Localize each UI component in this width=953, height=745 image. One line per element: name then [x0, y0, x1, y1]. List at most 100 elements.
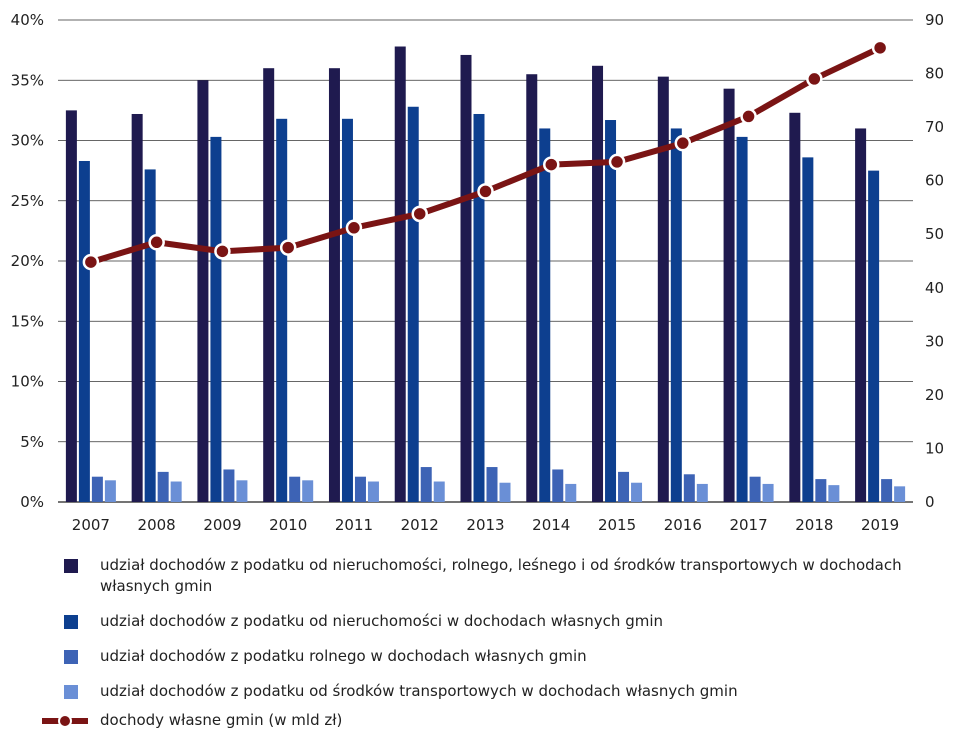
- legend-item: udział dochodów z podatku od nieruchomoś…: [40, 555, 950, 597]
- legend-item: udział dochodów z podatku od nieruchomoś…: [40, 611, 950, 632]
- line-point: [477, 183, 494, 200]
- bar: [236, 480, 248, 502]
- bar: [855, 128, 867, 502]
- bar: [526, 74, 538, 502]
- x-tick-label: 2009: [203, 516, 241, 534]
- bar: [473, 113, 485, 503]
- left-tick-label: 5%: [20, 433, 44, 451]
- bar: [736, 136, 748, 502]
- x-tick-label: 2007: [72, 516, 110, 534]
- legend-label: udział dochodów z podatku od środków tra…: [100, 682, 738, 700]
- line-point: [82, 253, 100, 271]
- bar: [592, 65, 604, 502]
- line-series: [82, 39, 889, 271]
- legend: udział dochodów z podatku od nieruchomoś…: [40, 555, 950, 745]
- bars: [65, 46, 906, 503]
- right-tick-label: 90: [925, 11, 944, 29]
- bar: [894, 486, 906, 502]
- left-tick-label: 15%: [11, 312, 44, 330]
- bar: [407, 106, 419, 502]
- chart: 0% 5% 10% 15% 20% 25% 30% 35% 40% 0 10 20 30 40 50 60 7…: [11, 11, 944, 534]
- bar: [499, 482, 511, 502]
- bar: [749, 476, 761, 502]
- bar: [486, 467, 498, 502]
- bar: [696, 483, 708, 502]
- x-tick-label: 2011: [335, 516, 373, 534]
- bar: [289, 476, 301, 502]
- legend-label: dochody własne gmin (w mld zł): [100, 711, 343, 729]
- x-tick-label: 2012: [401, 516, 439, 534]
- bar: [868, 170, 880, 502]
- right-tick-label: 50: [925, 225, 944, 243]
- bar: [78, 160, 90, 503]
- legend-swatch: [64, 685, 78, 699]
- bar: [420, 467, 432, 502]
- bar: [394, 46, 406, 502]
- bar: [789, 112, 801, 502]
- x-tick-label: 2016: [664, 516, 702, 534]
- bar: [223, 469, 235, 502]
- gridlines: [58, 19, 913, 503]
- bar: [367, 481, 379, 502]
- bar: [157, 471, 169, 502]
- bar: [605, 120, 617, 502]
- legend-swatch: [64, 559, 78, 573]
- bar: [631, 482, 643, 502]
- left-tick-label: 10%: [11, 373, 44, 391]
- legend-swatch: [64, 615, 78, 629]
- right-tick-label: 80: [925, 65, 944, 83]
- x-tick-label: 2014: [532, 516, 570, 534]
- line-point: [608, 153, 626, 171]
- x-tick-label: 2008: [138, 516, 176, 534]
- bar: [802, 157, 814, 502]
- bar: [302, 480, 314, 502]
- line-point: [279, 239, 297, 256]
- line-point: [740, 108, 757, 125]
- bar: [683, 474, 695, 502]
- line-point: [674, 134, 692, 152]
- legend-line-swatch: [42, 714, 88, 728]
- bar: [354, 476, 366, 502]
- bar: [657, 76, 669, 502]
- bar: [828, 485, 840, 502]
- line-point: [871, 39, 889, 57]
- bar: [670, 128, 682, 502]
- x-tick-label: 2019: [861, 516, 899, 534]
- bar: [618, 471, 630, 502]
- line-point: [543, 156, 560, 173]
- right-tick-label: 30: [925, 332, 944, 350]
- bar: [723, 88, 735, 502]
- left-tick-label: 30%: [11, 132, 44, 150]
- legend-item: dochody własne gmin (w mld zł): [40, 710, 950, 731]
- legend-swatch: [64, 650, 78, 664]
- bar: [328, 68, 340, 502]
- left-tick-label: 40%: [11, 11, 44, 29]
- x-tick-label: 2018: [795, 516, 833, 534]
- left-axis-ticks: 0% 5% 10% 15% 20% 25% 30% 35% 40%: [11, 11, 44, 511]
- x-tick-label: 2010: [269, 516, 307, 534]
- legend-label: udział dochodów z podatku od nieruchomoś…: [100, 556, 902, 595]
- x-axis-ticks: 2007 2008 2009 2010 2011 2012 2013 2014 2015 2016…: [72, 516, 899, 534]
- line-point: [214, 243, 231, 260]
- bar: [460, 54, 472, 502]
- line-point: [148, 234, 165, 251]
- line-point: [411, 205, 428, 223]
- bar: [197, 80, 209, 502]
- bar: [762, 483, 774, 502]
- right-tick-label: 70: [925, 118, 944, 136]
- bar: [565, 483, 577, 502]
- left-tick-label: 20%: [11, 252, 44, 270]
- right-tick-label: 10: [925, 439, 944, 457]
- bar: [65, 110, 77, 502]
- bar: [881, 479, 893, 502]
- right-tick-label: 40: [925, 279, 944, 297]
- bar: [131, 113, 143, 503]
- legend-label: udział dochodów z podatku rolnego w doch…: [100, 647, 587, 665]
- line-point: [806, 70, 823, 88]
- bar: [539, 128, 551, 502]
- legend-item: udział dochodów z podatku od środków tra…: [40, 681, 950, 702]
- right-tick-label: 60: [925, 172, 944, 190]
- line-point: [345, 219, 363, 237]
- bar: [276, 118, 288, 502]
- bar: [91, 476, 103, 502]
